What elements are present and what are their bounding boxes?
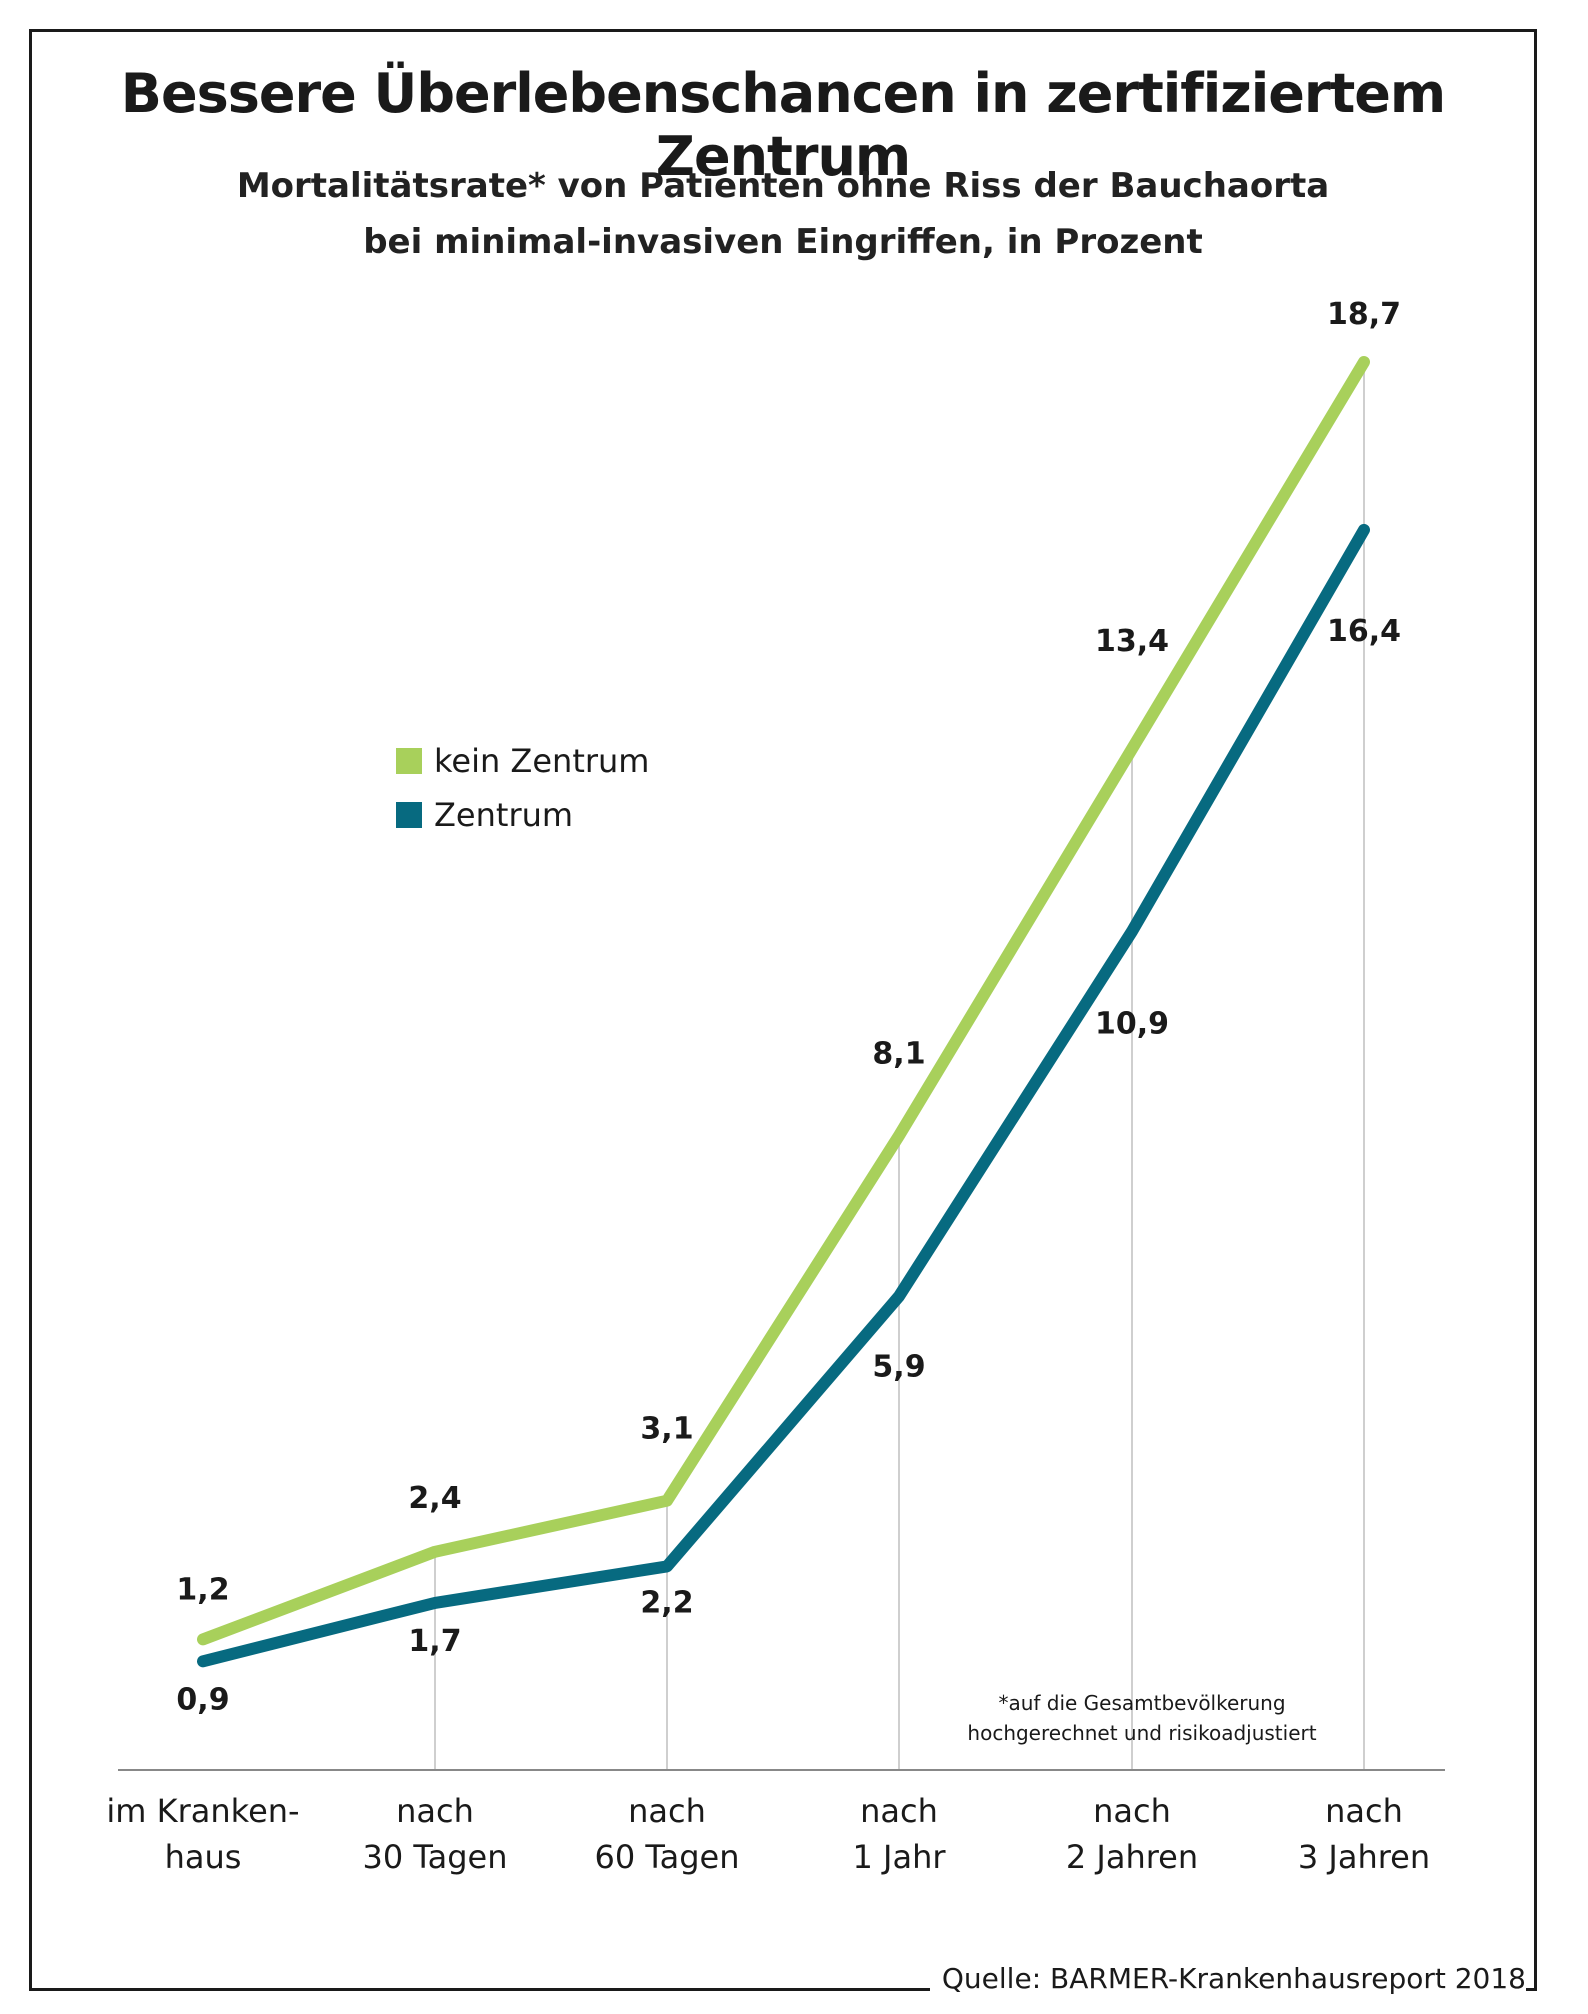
footnote: *auf die Gesamtbevölkerung hochgerechnet … (967, 1691, 1316, 1745)
x-axis-ticks: im Kranken-haus nach 30 Tagen nach 60 Tagen n… (106, 1792, 1430, 1876)
chart-title: Bessere Überlebenschancen in zertifizier… (120, 62, 1446, 188)
subtitle-line-1: Mortalitätsrate* von Patienten ohne Riss… (236, 166, 1330, 206)
x-tick-label: nach 2 Jahren (1066, 1792, 1198, 1876)
series-line-zentrum (197, 523, 1370, 1668)
data-label: 16,4 (1327, 614, 1401, 649)
x-tick-label: nach 3 Jahren (1298, 1792, 1430, 1876)
data-label: 8,1 (872, 1037, 925, 1072)
subtitle-line-2: bei minimal-invasiven Eingriffen, in Pro… (363, 222, 1203, 262)
chart-subtitle: Mortalitätsrate* von Patienten ohne Riss… (29, 158, 1537, 270)
data-label: 13,4 (1095, 624, 1169, 659)
x-tick-label: im Kranken-haus (106, 1792, 299, 1876)
data-label: 1,2 (176, 1572, 229, 1607)
data-label: 0,9 (176, 1682, 229, 1717)
guide-lines (434, 362, 1365, 1770)
data-label: 10,9 (1095, 1006, 1169, 1041)
x-tick-label: nach 60 Tagen (594, 1792, 739, 1876)
data-label: 2,4 (408, 1481, 461, 1516)
legend-label: kein Zentrum (434, 742, 649, 780)
data-label: 5,9 (872, 1349, 925, 1384)
data-label: 1,7 (408, 1624, 461, 1659)
x-tick-label: nach 30 Tagen (362, 1792, 507, 1876)
series-lines (197, 356, 1370, 1668)
legend-label: Zentrum (434, 796, 573, 834)
legend: kein Zentrum Zentrum (396, 742, 649, 834)
data-label: 2,2 (640, 1585, 693, 1620)
legend-swatch (396, 802, 422, 828)
legend-swatch (396, 748, 422, 774)
data-label: 18,7 (1327, 297, 1401, 332)
footnote-line: hochgerechnet und risikoadjustiert (967, 1721, 1316, 1745)
x-tick-label: nach 1 Jahr (852, 1792, 946, 1876)
data-label: 3,1 (640, 1412, 693, 1447)
source-note: Quelle: BARMER-Krankenhausreport 2018 (929, 1962, 1526, 1995)
series-line-kein-zentrum (197, 356, 1370, 1646)
data-labels: 1,2 2,4 3,1 8,1 13,4 18,7 0,9 1,7 2,2 5,9 10,9 16,4 (176, 297, 1401, 1717)
footnote-line: *auf die Gesamtbevölkerung (998, 1691, 1285, 1715)
chart-frame (29, 29, 1537, 1991)
